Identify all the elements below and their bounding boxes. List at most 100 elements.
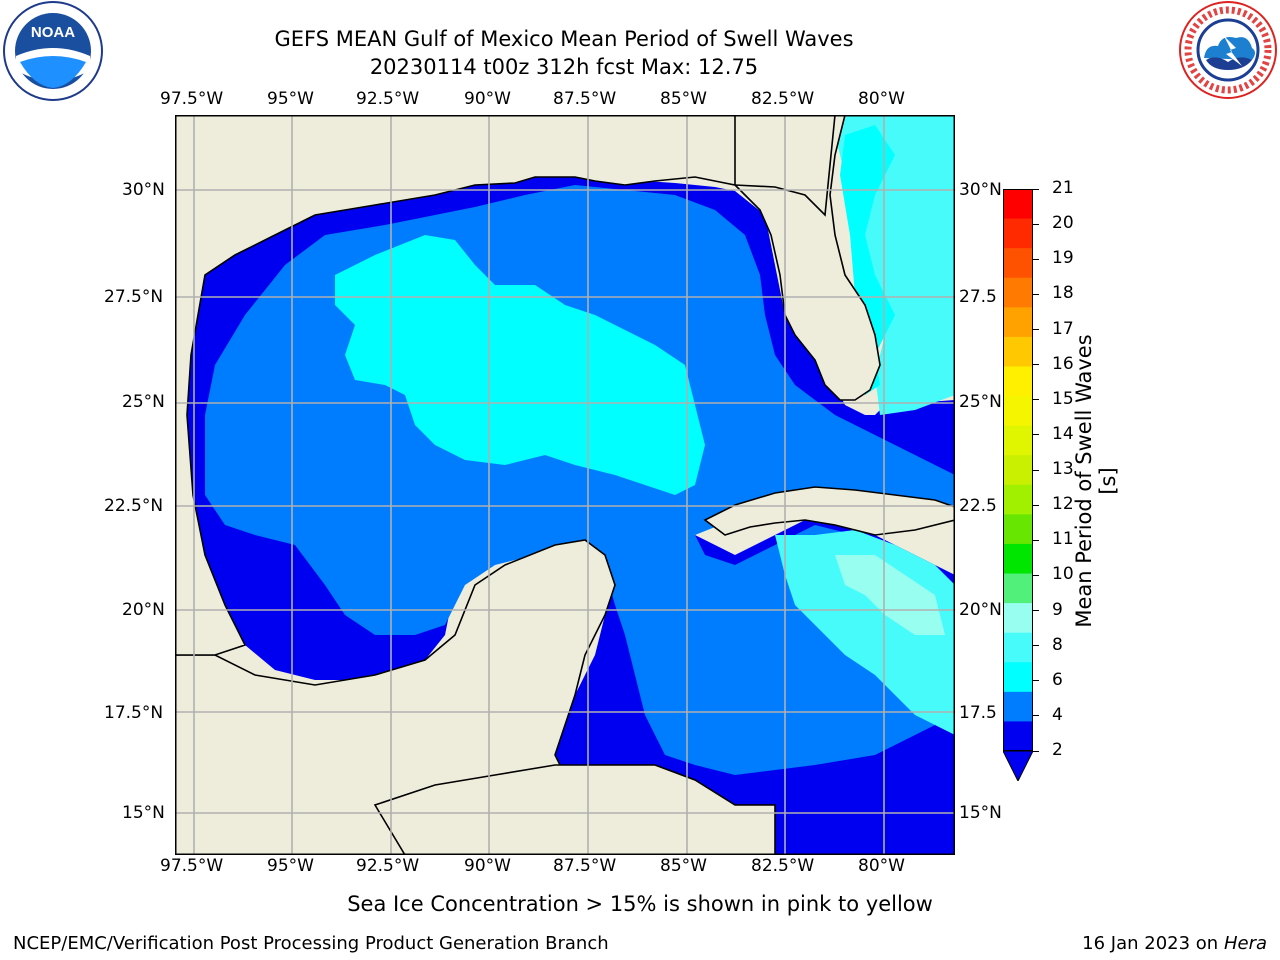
colorbar-tick-label: 11 bbox=[1052, 529, 1074, 550]
lat-label-right: 22.5 bbox=[959, 496, 997, 516]
noaa-logo: NOAA bbox=[2, 0, 104, 102]
colorbar-segment bbox=[1003, 662, 1033, 693]
colorbar-tick-mark bbox=[1033, 574, 1039, 576]
colorbar-segment bbox=[1003, 514, 1033, 545]
florida-land bbox=[732, 115, 881, 401]
colorbar-segment bbox=[1003, 425, 1033, 456]
texas-mexico-land bbox=[175, 115, 736, 656]
colorbar bbox=[1003, 189, 1033, 781]
lat-label-right: 15°N bbox=[959, 803, 1002, 823]
lon-label-bottom: 80°W bbox=[858, 856, 905, 876]
colorbar-frame bbox=[1003, 189, 1033, 751]
colorbar-segment bbox=[1003, 632, 1033, 663]
colorbar-tick-label: 20 bbox=[1052, 213, 1074, 234]
colorbar-segment bbox=[1003, 484, 1033, 515]
colorbar-tick-label: 19 bbox=[1052, 248, 1074, 269]
graticule bbox=[175, 115, 955, 855]
lon-label-bottom: 92.5°W bbox=[356, 856, 420, 876]
caribbean-lighter bbox=[835, 555, 945, 635]
swell-period-map bbox=[175, 115, 955, 855]
lon-label-top: 90°W bbox=[464, 89, 511, 109]
colorbar-tick-mark bbox=[1033, 293, 1039, 295]
lat-label-left: 15°N bbox=[122, 803, 165, 823]
colorbar-segment bbox=[1003, 573, 1033, 604]
footer-date: 16 Jan 2023 on Hera bbox=[1082, 933, 1267, 954]
lon-label-bottom: 90°W bbox=[464, 856, 511, 876]
sea-ice-note: Sea Ice Concentration > 15% is shown in … bbox=[347, 892, 933, 916]
colorbar-segment bbox=[1003, 603, 1033, 634]
lon-label-bottom: 87.5°W bbox=[553, 856, 617, 876]
colorbar-label: Mean Period of Swell Waves [s] bbox=[1072, 334, 1120, 628]
colorbar-tick-mark bbox=[1033, 329, 1039, 330]
noaa-logo-text: NOAA bbox=[31, 24, 75, 41]
colorbar-tick-mark bbox=[1033, 223, 1039, 225]
colorbar-segment bbox=[1003, 721, 1033, 752]
lon-label-bottom: 95°W bbox=[267, 856, 314, 876]
lat-label-right: 25°N bbox=[959, 392, 1002, 412]
colorbar-tick-label: 18 bbox=[1052, 283, 1074, 304]
lon-label-top: 97.5°W bbox=[160, 89, 224, 109]
colorbar-tick-mark bbox=[1033, 645, 1039, 647]
lat-label-right: 17.5 bbox=[959, 703, 997, 723]
colorbar-tick-mark bbox=[1033, 539, 1039, 541]
lon-label-bottom: 85°W bbox=[660, 856, 707, 876]
colorbar-segment bbox=[1003, 189, 1033, 220]
colorbar-segment bbox=[1003, 307, 1033, 338]
lat-label-left: 20°N bbox=[122, 600, 165, 620]
lon-label-top: 92.5°W bbox=[356, 89, 420, 109]
colorbar-tick-mark bbox=[1033, 188, 1039, 190]
colorbar-tick-label: 14 bbox=[1052, 423, 1074, 444]
chart-title: GEFS MEAN Gulf of Mexico Mean Period of … bbox=[274, 27, 854, 51]
colorbar-tick-label: 13 bbox=[1052, 459, 1074, 479]
cuba-land bbox=[703, 486, 955, 536]
lon-label-top: 82.5°W bbox=[751, 89, 815, 109]
nws-logo bbox=[1178, 0, 1278, 100]
colorbar-segment bbox=[1003, 396, 1033, 427]
central-america-land bbox=[373, 764, 776, 855]
chart-subtitle: 20230114 t00z 312h fcst Max: 12.75 bbox=[369, 55, 759, 79]
lon-label-top: 85°W bbox=[660, 89, 707, 109]
colorbar-extend-arrow bbox=[1003, 750, 1033, 781]
colorbar-tick-label: 8 bbox=[1052, 634, 1063, 655]
lon-label-bottom: 82.5°W bbox=[751, 856, 815, 876]
lat-label-left: 27.5°N bbox=[104, 287, 164, 307]
footer-date-text: 16 Jan 2023 on bbox=[1082, 933, 1224, 954]
lat-label-right: 27.5 bbox=[959, 287, 997, 307]
lat-label-left: 22.5°N bbox=[104, 496, 164, 516]
colorbar-tick-mark bbox=[1033, 750, 1039, 752]
colorbar-segment bbox=[1003, 691, 1033, 722]
colorbar-tick-mark bbox=[1033, 715, 1039, 717]
lat-label-left: 30°N bbox=[122, 180, 165, 200]
map-frame bbox=[175, 115, 955, 855]
colorbar-segment bbox=[1003, 455, 1033, 486]
colorbar-tick-label: 4 bbox=[1052, 704, 1063, 725]
lat-label-right: 20°N bbox=[959, 600, 1002, 620]
colorbar-tick-mark bbox=[1033, 610, 1039, 611]
colorbar-tick-label: 2 bbox=[1052, 740, 1063, 760]
colorbar-segment bbox=[1003, 366, 1033, 397]
colorbar-tick-label: 9 bbox=[1052, 599, 1063, 620]
colorbar-tick-label: 17 bbox=[1052, 318, 1074, 339]
colorbar-segment bbox=[1003, 218, 1033, 249]
colorbar-tick-mark bbox=[1033, 258, 1039, 260]
lon-label-top: 80°W bbox=[858, 89, 905, 109]
atlantic-cyan-light bbox=[840, 125, 895, 395]
lat-label-left: 25°N bbox=[122, 392, 165, 412]
colorbar-tick-label: 12 bbox=[1052, 494, 1074, 515]
colorbar-tick-label: 10 bbox=[1052, 564, 1074, 585]
colorbar-tick-mark bbox=[1033, 504, 1039, 506]
colorbar-tick-label: 16 bbox=[1052, 353, 1074, 374]
lon-label-top: 87.5°W bbox=[553, 89, 617, 109]
colorbar-tick-mark bbox=[1033, 680, 1039, 682]
colorbar-tick-label: 21 bbox=[1052, 178, 1074, 198]
colorbar-segment bbox=[1003, 336, 1033, 367]
colorbar-tick-label: 15 bbox=[1052, 388, 1074, 409]
lon-label-bottom: 97.5°W bbox=[160, 856, 224, 876]
lat-label-right: 30°N bbox=[959, 180, 1002, 200]
colorbar-tick-label: 6 bbox=[1052, 669, 1063, 690]
colorbar-tick-mark bbox=[1033, 399, 1039, 401]
period-band-6-8 bbox=[335, 235, 705, 495]
lat-label-left: 17.5°N bbox=[104, 703, 164, 723]
colorbar-tick-mark bbox=[1033, 364, 1039, 366]
footer-host: Hera bbox=[1223, 933, 1267, 954]
